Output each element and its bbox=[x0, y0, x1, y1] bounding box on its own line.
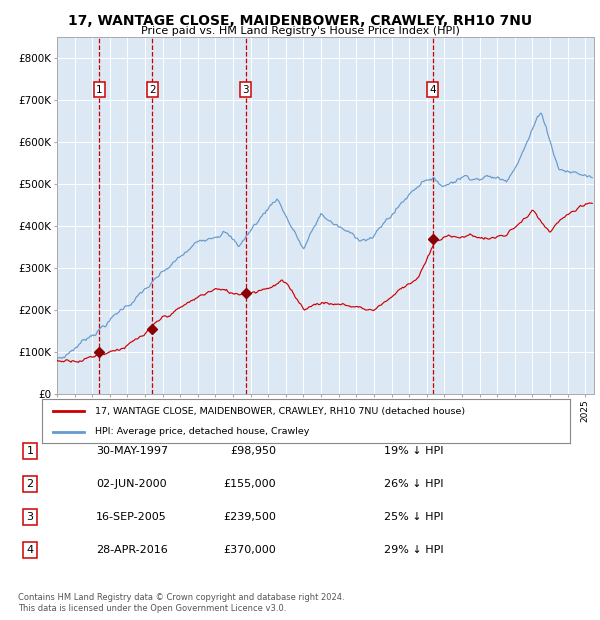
Text: 25% ↓ HPI: 25% ↓ HPI bbox=[384, 512, 443, 522]
Text: 16-SEP-2005: 16-SEP-2005 bbox=[96, 512, 167, 522]
Text: 17, WANTAGE CLOSE, MAIDENBOWER, CRAWLEY, RH10 7NU (detached house): 17, WANTAGE CLOSE, MAIDENBOWER, CRAWLEY,… bbox=[95, 407, 465, 415]
Text: £239,500: £239,500 bbox=[223, 512, 276, 522]
Text: £98,950: £98,950 bbox=[230, 446, 276, 456]
Text: £370,000: £370,000 bbox=[223, 545, 276, 555]
Text: Contains HM Land Registry data © Crown copyright and database right 2024.
This d: Contains HM Land Registry data © Crown c… bbox=[18, 593, 344, 613]
Text: 17, WANTAGE CLOSE, MAIDENBOWER, CRAWLEY, RH10 7NU: 17, WANTAGE CLOSE, MAIDENBOWER, CRAWLEY,… bbox=[68, 14, 532, 28]
Text: 4: 4 bbox=[429, 84, 436, 95]
Text: 1: 1 bbox=[96, 84, 103, 95]
Text: Price paid vs. HM Land Registry's House Price Index (HPI): Price paid vs. HM Land Registry's House … bbox=[140, 26, 460, 36]
Text: 2: 2 bbox=[149, 84, 156, 95]
Text: 28-APR-2016: 28-APR-2016 bbox=[96, 545, 168, 555]
Text: 4: 4 bbox=[26, 545, 34, 555]
Text: 30-MAY-1997: 30-MAY-1997 bbox=[96, 446, 168, 456]
Text: 19% ↓ HPI: 19% ↓ HPI bbox=[384, 446, 443, 456]
Text: 29% ↓ HPI: 29% ↓ HPI bbox=[384, 545, 443, 555]
Text: 3: 3 bbox=[26, 512, 34, 522]
Text: 3: 3 bbox=[242, 84, 249, 95]
Text: 1: 1 bbox=[26, 446, 34, 456]
Text: £155,000: £155,000 bbox=[223, 479, 276, 489]
Text: 2: 2 bbox=[26, 479, 34, 489]
Text: HPI: Average price, detached house, Crawley: HPI: Average price, detached house, Craw… bbox=[95, 427, 309, 436]
Text: 02-JUN-2000: 02-JUN-2000 bbox=[96, 479, 167, 489]
Text: 26% ↓ HPI: 26% ↓ HPI bbox=[384, 479, 443, 489]
